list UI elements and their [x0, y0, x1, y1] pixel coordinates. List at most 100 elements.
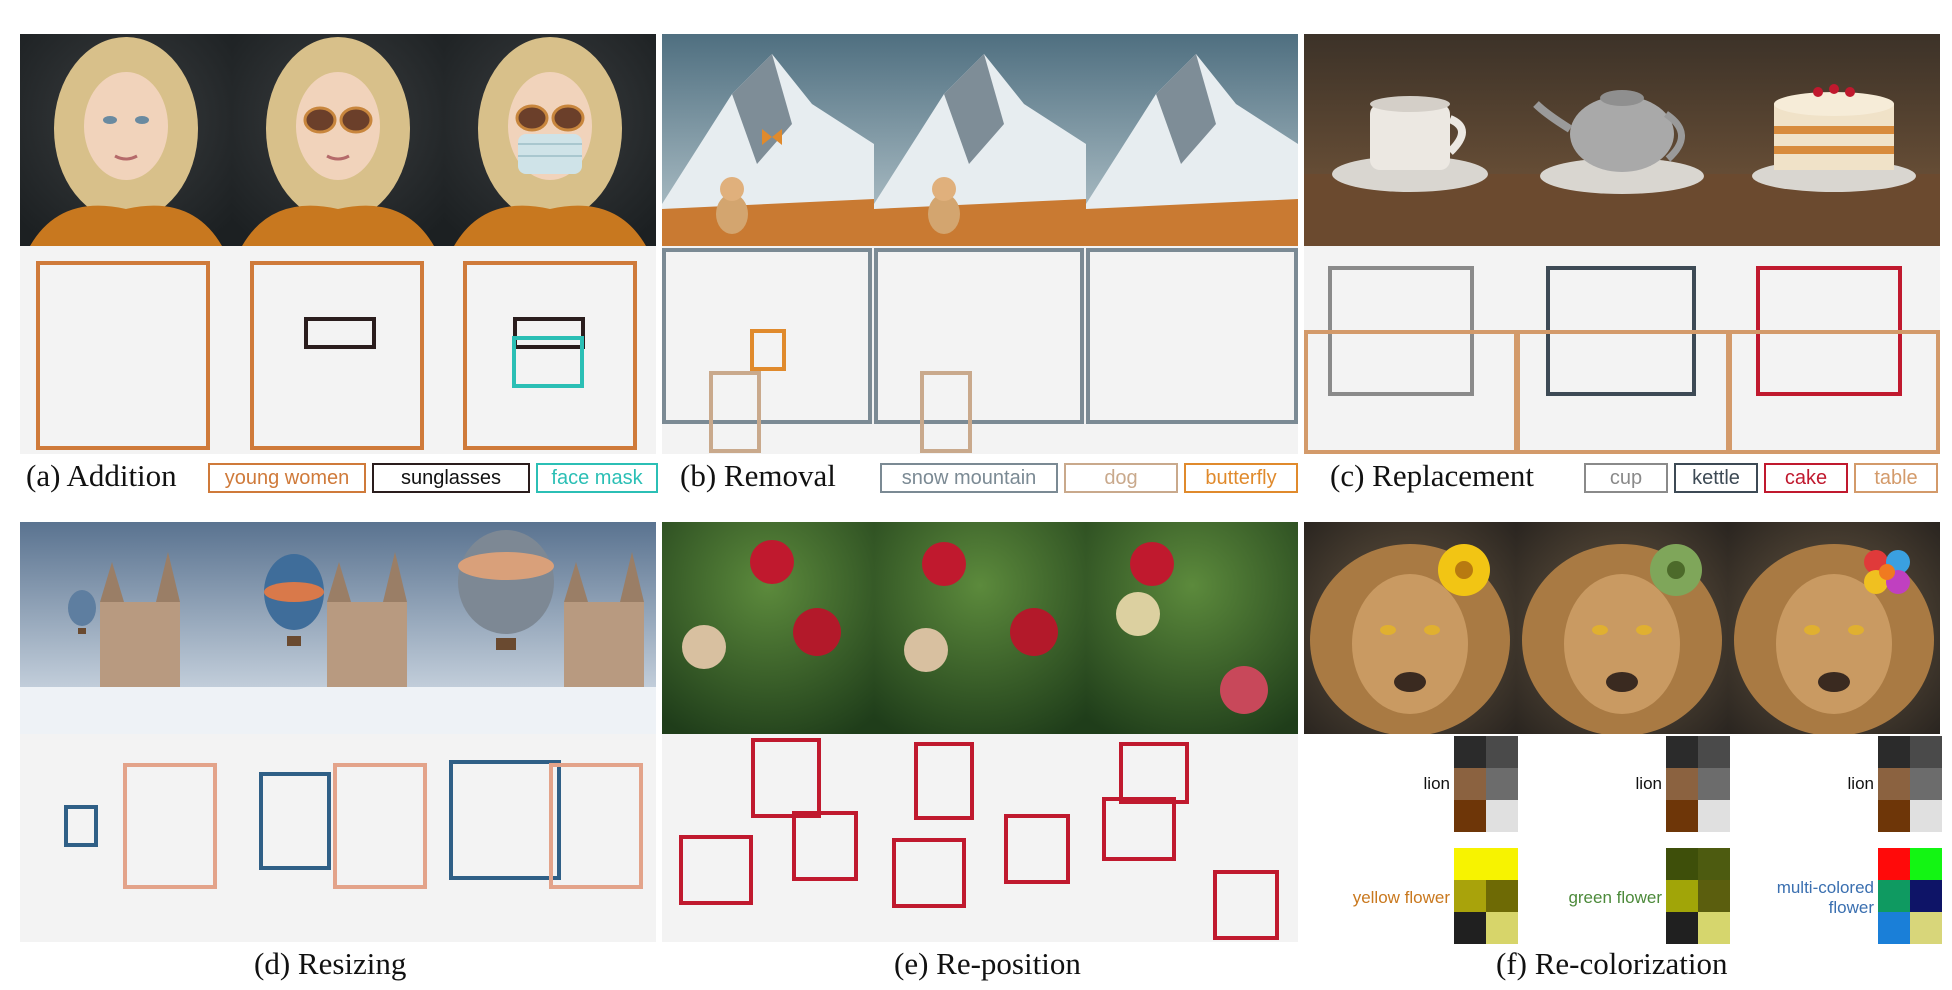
lion-swatch — [1454, 736, 1486, 768]
recolor-image-1 — [1304, 522, 1516, 734]
castle-small-balloon-image — [20, 522, 232, 734]
snow-mountain-box — [662, 248, 872, 424]
lion-yellow-flower-image — [1304, 522, 1516, 734]
flower-label: yellow flower — [1352, 888, 1450, 907]
young-women-box — [250, 261, 424, 450]
lion-swatch — [1454, 768, 1486, 800]
castle-large-balloon-image — [444, 522, 656, 734]
legend-butterfly: butterfly — [1184, 463, 1298, 493]
flower-swatch — [1454, 848, 1486, 880]
flower-label: green flower — [1568, 888, 1662, 907]
lion-swatch — [1910, 800, 1942, 832]
flower-swatch — [1454, 880, 1486, 912]
mountain-image — [1086, 34, 1298, 246]
addition-image-3 — [444, 34, 656, 246]
removal-caption: (b) Removal — [680, 458, 836, 493]
snow-mountain-box — [874, 248, 1084, 424]
sunglasses-box — [513, 317, 585, 349]
castle-box — [333, 763, 427, 889]
cake-image — [1728, 34, 1940, 246]
reposition-image-1 — [662, 522, 874, 734]
castle-box — [123, 763, 217, 889]
lion-green-flower-image — [1516, 522, 1728, 734]
lion-swatch — [1666, 800, 1698, 832]
panel-reposition: (e) Re-position — [662, 522, 1298, 982]
apple-box — [1102, 797, 1176, 861]
flower-swatch — [1698, 848, 1730, 880]
replacement-legend: cup kettle cake table — [1584, 463, 1938, 493]
lion-swatch — [1486, 800, 1518, 832]
balloon-box — [64, 805, 98, 847]
apple-box — [1119, 742, 1189, 804]
young-women-box — [36, 261, 210, 450]
lion-swatch — [1910, 768, 1942, 800]
lion-swatch — [1878, 768, 1910, 800]
lion-swatch — [1878, 800, 1910, 832]
legend-kettle: kettle — [1674, 463, 1758, 493]
lion-label: lion — [1423, 774, 1450, 793]
replacement-layout-canvas — [1304, 246, 1940, 454]
apple-box — [892, 838, 966, 908]
lion-swatch-grid — [1878, 736, 1942, 832]
apple-box — [792, 811, 858, 881]
recolor-image-row — [1304, 522, 1940, 734]
resizing-image-row — [20, 522, 656, 734]
replacement-caption: (c) Replacement — [1330, 458, 1534, 493]
reposition-layout-canvas — [662, 734, 1298, 942]
replacement-image-row — [1304, 34, 1940, 246]
removal-image-3 — [1086, 34, 1298, 246]
lion-label: lion — [1635, 774, 1662, 793]
removal-layout-canvas — [662, 246, 1298, 454]
resizing-image-3 — [444, 522, 656, 734]
table-box — [1304, 330, 1518, 454]
reposition-image-2 — [874, 522, 1086, 734]
legend-sunglasses: sunglasses — [372, 463, 530, 493]
panel-addition: (a) Addition young women sunglasses face… — [20, 34, 658, 504]
face-mask-box — [512, 336, 584, 388]
dog-box — [709, 371, 761, 453]
lion-swatch — [1698, 768, 1730, 800]
flower-swatch — [1698, 880, 1730, 912]
lion-label: lion — [1847, 774, 1874, 793]
young-women-box — [463, 261, 637, 450]
apples-image-1 — [662, 522, 874, 734]
balloon-box — [259, 772, 331, 870]
castle-medium-balloon-image — [232, 522, 444, 734]
flower-swatch-grid — [1454, 848, 1518, 944]
replacement-image-1 — [1304, 34, 1516, 246]
woman-mask-image — [444, 34, 656, 246]
lion-swatch — [1486, 736, 1518, 768]
replacement-image-2 — [1516, 34, 1728, 246]
resizing-image-1 — [20, 522, 232, 734]
flower-swatch — [1878, 880, 1910, 912]
lion-swatch — [1698, 736, 1730, 768]
flower-swatch — [1486, 848, 1518, 880]
apples-image-3 — [1086, 522, 1298, 734]
woman-sunglasses-image — [232, 34, 444, 246]
lion-swatch — [1698, 800, 1730, 832]
legend-dog: dog — [1064, 463, 1178, 493]
flower-swatch-grid — [1878, 848, 1942, 944]
reposition-image-3 — [1086, 522, 1298, 734]
lion-swatch — [1454, 800, 1486, 832]
butterfly-box — [750, 329, 786, 371]
legend-cup: cup — [1584, 463, 1668, 493]
apple-box — [751, 738, 821, 818]
flower-swatch — [1910, 912, 1942, 944]
reposition-image-row — [662, 522, 1298, 734]
mountain-dog-image — [874, 34, 1086, 246]
panel-removal: (b) Removal snow mountain dog butterfly — [662, 34, 1298, 504]
removal-legend: snow mountain dog butterfly — [880, 463, 1298, 493]
reposition-caption: (e) Re-position — [894, 946, 1081, 981]
legend-table: table — [1854, 463, 1938, 493]
sunglasses-box — [304, 317, 376, 349]
dog-box — [920, 371, 972, 453]
lion-swatch-grid — [1666, 736, 1730, 832]
lion-swatch — [1666, 768, 1698, 800]
legend-young-women: young women — [208, 463, 366, 493]
legend-snow-mountain: snow mountain — [880, 463, 1058, 493]
flower-swatch — [1486, 880, 1518, 912]
lion-swatch — [1486, 768, 1518, 800]
removal-image-2 — [874, 34, 1086, 246]
addition-caption: (a) Addition — [26, 458, 177, 493]
